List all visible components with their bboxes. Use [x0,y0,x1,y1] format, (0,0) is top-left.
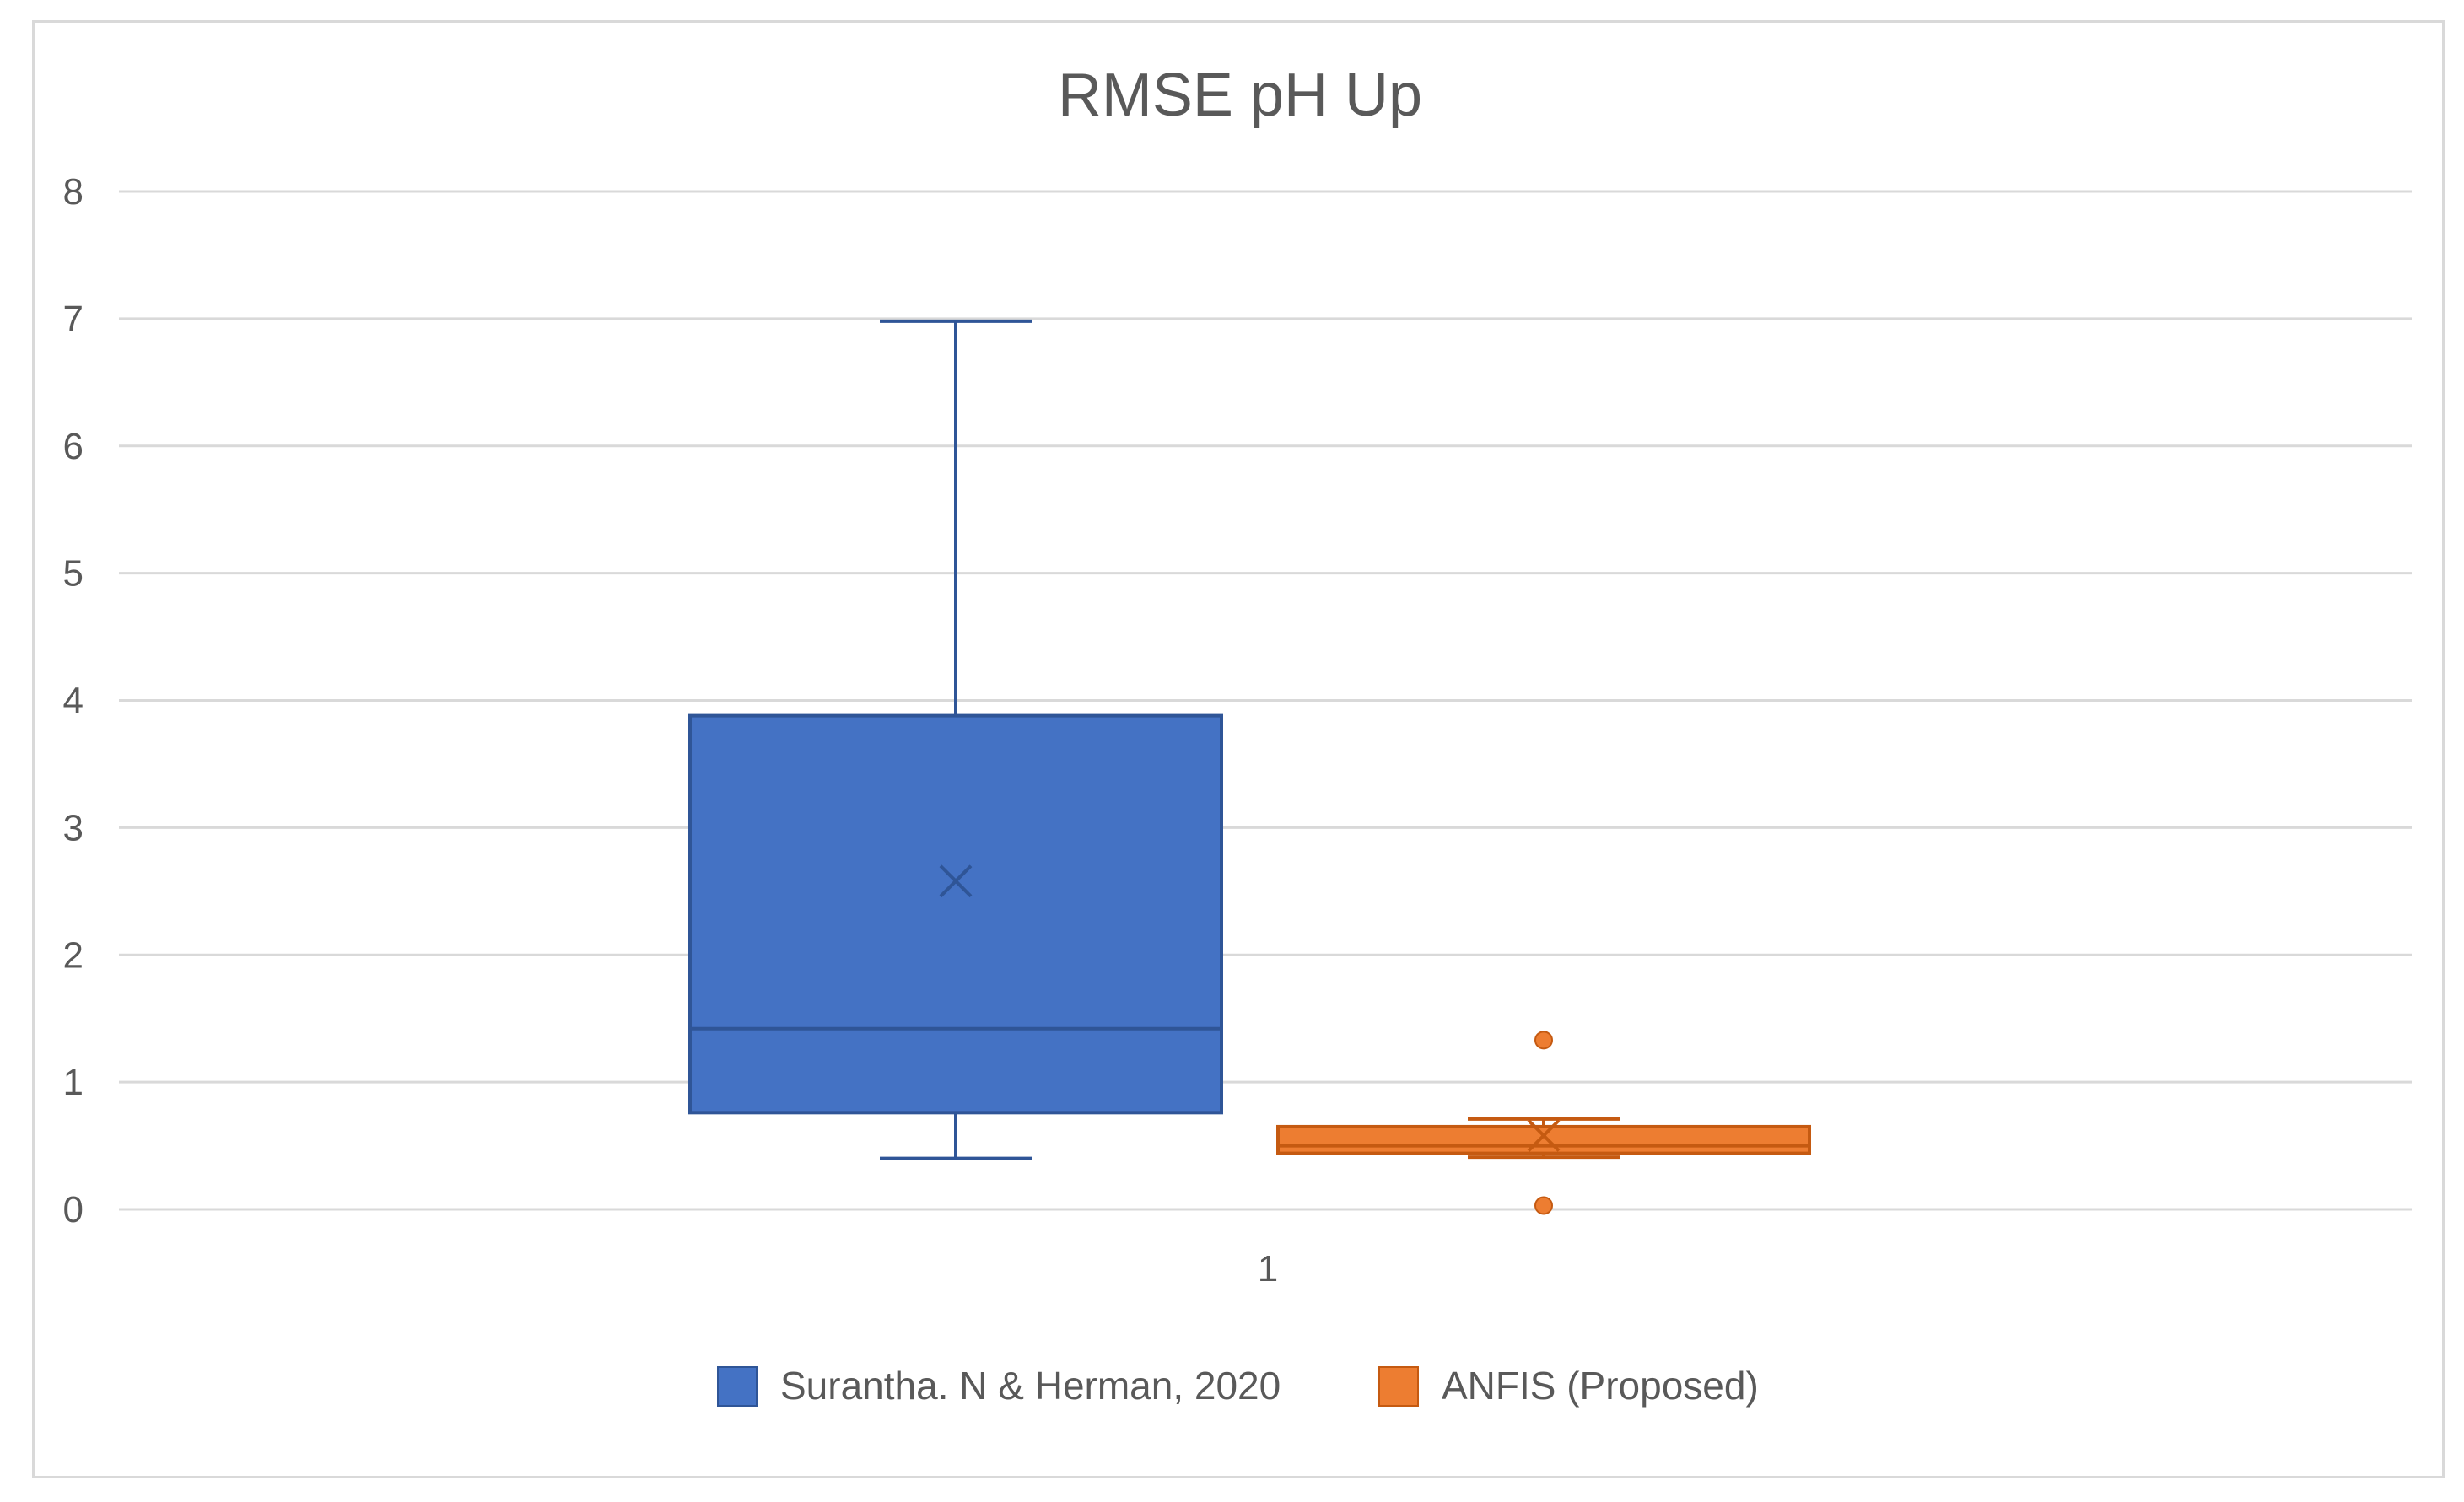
x-axis-tick-labels: 1 [1258,1248,1278,1289]
y-tick-label: 7 [63,299,84,340]
mean-marker [939,864,973,898]
gridlines [119,190,2412,1211]
mean-marker [1527,1119,1561,1152]
legend: Surantha. N & Herman, 2020 ANFIS (Propose… [717,1364,1759,1408]
legend-swatch [717,1366,758,1407]
y-tick-label: 5 [63,553,84,595]
y-tick-label: 2 [63,934,84,976]
y-tick-label: 1 [63,1062,84,1103]
x-tick-label: 1 [1258,1248,1278,1289]
chart-frame: RMSE pH Up 0 1 2 3 4 5 6 7 8 1 Surantha. N & Her… [32,20,2445,1478]
chart-title: RMSE pH Up [1058,62,1422,129]
y-tick-label: 6 [63,426,84,467]
box-iqr [1276,1124,1811,1155]
legend-swatch [1378,1366,1419,1407]
box-series [1276,1031,1811,1215]
boxes [688,319,1811,1215]
legend-label: Surantha. N & Herman, 2020 [780,1364,1281,1408]
outlier-point [1534,1031,1553,1050]
legend-label: ANFIS (Proposed) [1442,1364,1759,1408]
y-tick-label: 3 [63,807,84,848]
y-tick-label: 0 [63,1189,84,1230]
y-tick-label: 8 [63,171,84,213]
box-plot-chart: RMSE pH Up 0 1 2 3 4 5 6 7 8 1 Surantha. N & Her… [63,62,2412,1408]
box-series [688,319,1223,1160]
legend-item: Surantha. N & Herman, 2020 [717,1364,1281,1408]
outlier-point [1534,1196,1553,1215]
legend-item: ANFIS (Proposed) [1378,1364,1759,1408]
box-iqr [688,713,1223,1115]
y-axis-tick-labels: 0 1 2 3 4 5 6 7 8 [63,171,84,1230]
y-tick-label: 4 [63,681,84,722]
